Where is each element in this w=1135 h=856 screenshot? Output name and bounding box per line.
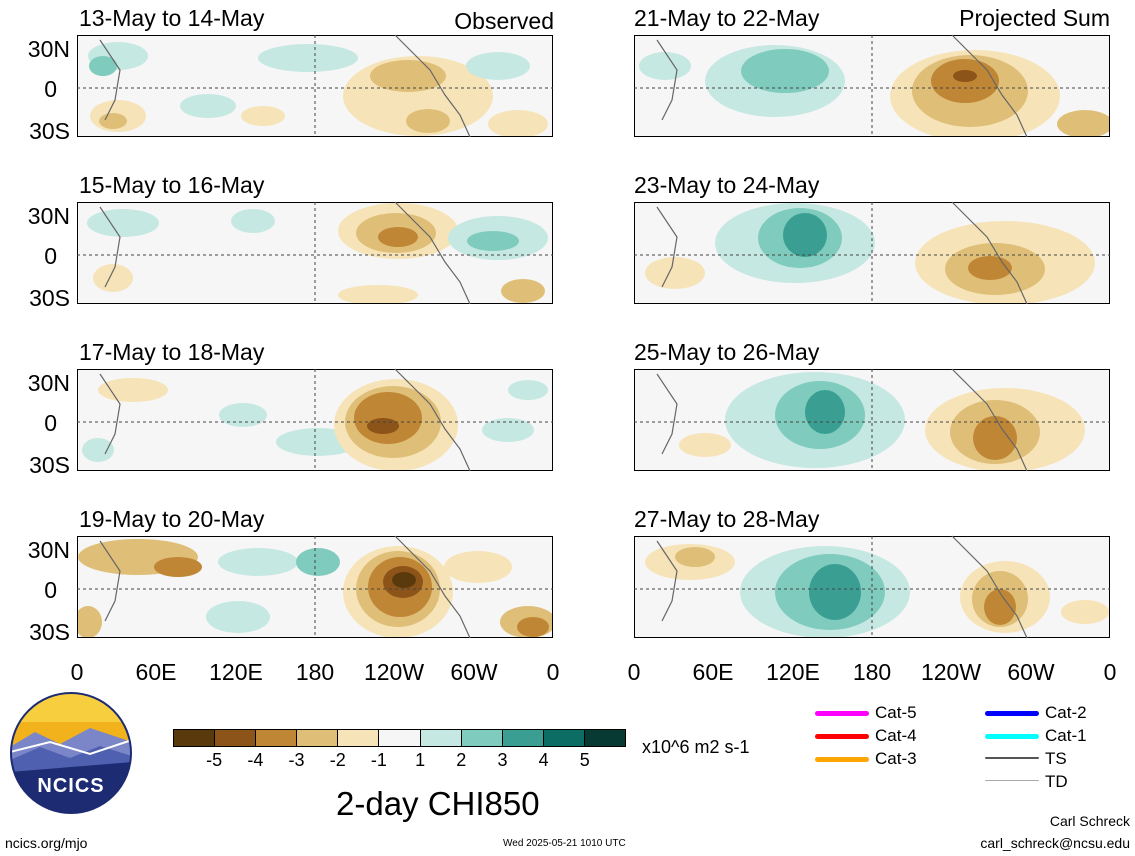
colorbar-units: x10^6 m2 s-1 bbox=[642, 737, 750, 757]
colorbar-tick-label: -5 bbox=[206, 750, 223, 770]
lat-30s-row1: 30S bbox=[29, 118, 70, 144]
legend-label-cat-5: Cat-5 bbox=[875, 703, 917, 722]
colorbar-box-8 bbox=[501, 730, 543, 746]
colorbar-tick-label: -4 bbox=[247, 750, 264, 770]
lon-label-left-60e: 60E bbox=[135, 659, 177, 685]
lat-30s-row3: 30S bbox=[29, 452, 70, 478]
lon-label-right-120w: 120W bbox=[920, 659, 982, 685]
lat-30n-row3: 30N bbox=[27, 370, 70, 396]
lat-30n-row4: 30N bbox=[27, 537, 70, 563]
footer-author: Carl Schreck bbox=[1049, 813, 1130, 829]
map-panel-right-1 bbox=[634, 35, 1110, 137]
colorbar bbox=[173, 729, 626, 747]
lat-0-row2: 0 bbox=[44, 243, 57, 269]
colorbar-box-0 bbox=[174, 730, 215, 746]
legend-label-cat-4: Cat-4 bbox=[875, 726, 917, 745]
map-panel-right-2 bbox=[634, 202, 1110, 304]
colorbar-box-3 bbox=[296, 730, 338, 746]
lon-label-left-60w: 60W bbox=[450, 659, 498, 685]
colorbar-tick-label: -1 bbox=[370, 750, 387, 770]
colorbar-box-6 bbox=[419, 730, 461, 746]
colorbar-tick-label: 1 bbox=[415, 750, 426, 770]
logo-text: NCICS bbox=[37, 775, 105, 797]
colorbar-tick-label: 2 bbox=[456, 750, 467, 770]
colorbar-box-4 bbox=[337, 730, 379, 746]
legend-line-cat-5 bbox=[815, 711, 869, 716]
lon-label-right-0: 0 bbox=[627, 659, 641, 685]
panel-title-right-2: 23-May to 24-May bbox=[634, 172, 820, 198]
footer-email[interactable]: carl_schreck@ncsu.edu bbox=[980, 835, 1130, 851]
colorbar-box-10 bbox=[583, 730, 626, 746]
lon-label-right-60w: 60W bbox=[1007, 659, 1055, 685]
legend-line-cat-3 bbox=[815, 757, 869, 762]
legend-label-td: TD bbox=[1045, 772, 1068, 791]
colorbar-box-9 bbox=[542, 730, 584, 746]
lon-label-left-180: 180 bbox=[295, 659, 335, 685]
colorbar-box-1 bbox=[214, 730, 256, 746]
lon-label-left-120e: 120E bbox=[209, 659, 263, 685]
lat-30n-row1: 30N bbox=[27, 36, 70, 62]
lat-0-row1: 0 bbox=[44, 76, 57, 102]
colorbar-box-2 bbox=[255, 730, 297, 746]
map-panel-left-3 bbox=[77, 369, 553, 471]
lat-30s-row2: 30S bbox=[29, 285, 70, 311]
panel-title-right-1: 21-May to 22-May bbox=[634, 5, 820, 31]
map-panel-right-3 bbox=[634, 369, 1110, 471]
footer-timestamp: Wed 2025-05-21 1010 UTC bbox=[503, 838, 626, 849]
legend-line-cat-1 bbox=[985, 734, 1039, 739]
colorbar-boxes bbox=[173, 729, 626, 747]
lat-30n-row2: 30N bbox=[27, 203, 70, 229]
panel-title-right-4: 27-May to 28-May bbox=[634, 506, 820, 532]
main-title: 2-day CHI850 bbox=[336, 785, 540, 822]
projected-sum-label: Projected Sum bbox=[959, 5, 1110, 31]
lon-label-left-0: 0 bbox=[70, 659, 84, 685]
colorbar-tick-label: -3 bbox=[288, 750, 305, 770]
map-panel-left-1 bbox=[77, 35, 553, 137]
colorbar-tick-label: 4 bbox=[538, 750, 549, 770]
legend-line-cat-4 bbox=[815, 734, 869, 739]
observed-label: Observed bbox=[454, 8, 554, 34]
panel-title-left-2: 15-May to 16-May bbox=[79, 172, 265, 198]
map-panel-left-2 bbox=[77, 202, 553, 304]
lat-0-row4: 0 bbox=[44, 577, 57, 603]
colorbar-tick-label: 5 bbox=[579, 750, 590, 770]
legend-line-ts bbox=[985, 757, 1039, 759]
panel-title-left-3: 17-May to 18-May bbox=[79, 339, 265, 365]
legend-line-cat-2 bbox=[985, 711, 1039, 716]
lon-label-left-360: 0 bbox=[546, 659, 560, 685]
colorbar-tick-label: -2 bbox=[329, 750, 346, 770]
legend-label-cat-1: Cat-1 bbox=[1045, 726, 1087, 745]
legend-label-cat-2: Cat-2 bbox=[1045, 703, 1087, 722]
map-panel-left-4 bbox=[77, 536, 553, 638]
lon-label-right-360: 0 bbox=[1103, 659, 1117, 685]
lon-label-right-120e: 120E bbox=[766, 659, 820, 685]
map-panel-right-4 bbox=[634, 536, 1110, 638]
colorbar-box-7 bbox=[460, 730, 502, 746]
colorbar-box-5 bbox=[378, 730, 420, 746]
footer-url[interactable]: ncics.org/mjo bbox=[5, 835, 88, 851]
lon-label-right-60e: 60E bbox=[692, 659, 734, 685]
panel-title-left-1: 13-May to 14-May bbox=[79, 5, 265, 31]
lon-label-left-120w: 120W bbox=[363, 659, 425, 685]
panel-title-right-3: 25-May to 26-May bbox=[634, 339, 820, 365]
colorbar-tick-label: 3 bbox=[497, 750, 508, 770]
legend-line-td bbox=[985, 780, 1039, 781]
panel-title-left-4: 19-May to 20-May bbox=[79, 506, 265, 532]
ncics-logo[interactable]: NCICS bbox=[10, 692, 132, 814]
lat-30s-row4: 30S bbox=[29, 619, 70, 645]
legend-label-cat-3: Cat-3 bbox=[875, 749, 917, 768]
lon-label-right-180: 180 bbox=[852, 659, 892, 685]
lat-0-row3: 0 bbox=[44, 410, 57, 436]
legend-label-ts: TS bbox=[1045, 749, 1067, 768]
